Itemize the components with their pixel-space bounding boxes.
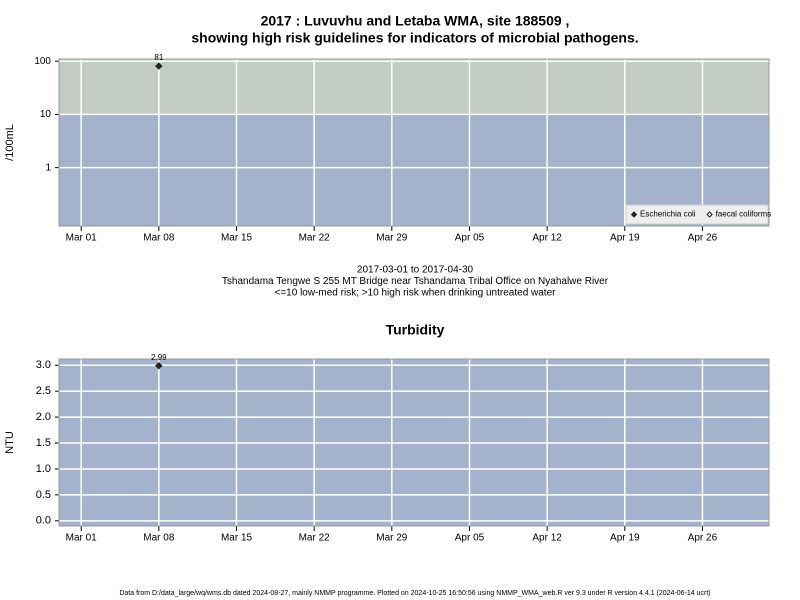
y-tick-label: 1.0 [36,463,51,475]
chart-title: showing high risk guidelines for indicat… [191,30,638,46]
y-tick-label: 1 [45,162,51,173]
y-tick-label: 2.5 [36,385,51,397]
x-tick-label: Mar 29 [376,533,408,544]
legend-marker [706,211,713,218]
value-label: 2.99 [151,353,167,362]
chart-title: Turbidity [386,322,445,338]
x-tick-label: Apr 26 [688,533,718,544]
x-tick-label: Apr 05 [455,233,485,244]
plot-frame [58,58,770,227]
high-risk-band [59,59,769,115]
y-axis-label: NTU [4,431,16,454]
chart-note: Tshandama Tengwe S 255 MT Bridge near Ts… [222,276,609,287]
x-tick-label: Mar 22 [299,533,331,544]
x-tick-label: Mar 01 [66,233,98,244]
x-tick-label: Mar 22 [299,233,331,244]
legend-box [625,204,769,225]
x-tick-label: Mar 15 [221,233,253,244]
y-tick-label: 10 [40,109,52,120]
x-tick-label: Apr 05 [455,533,485,544]
legend-marker [630,211,638,218]
chart-note: <=10 low-med risk; >10 high risk when dr… [275,288,557,299]
data-point [155,62,163,70]
x-tick-label: Apr 12 [532,233,562,244]
value-label: 81 [154,53,163,62]
data-point [155,362,163,370]
y-tick-label: 0.5 [36,489,51,501]
y-tick-label: 1.5 [36,437,51,449]
x-tick-label: Apr 19 [610,533,640,544]
y-tick-label: 2.0 [36,411,51,423]
x-tick-label: Apr 12 [532,533,562,544]
x-tick-label: Mar 01 [66,533,98,544]
x-tick-label: Apr 19 [610,233,640,244]
footer: Data from D:/data_large/wq/wms.db dated … [119,590,710,597]
y-axis-label: /100mL [4,124,16,161]
plot-frame [58,358,770,527]
x-tick-label: Mar 08 [143,233,175,244]
chart-note: 2017-03-01 to 2017-04-30 [357,265,474,276]
x-tick-label: Mar 08 [143,533,175,544]
legend-label: Escherichia coli [640,210,696,219]
x-tick-label: Mar 15 [221,533,253,544]
legend-label: faecal coliforms [716,210,772,219]
y-tick-label: 100 [34,56,51,67]
x-tick-label: Apr 26 [688,233,718,244]
chart-title: 2017 : Luvuvhu and Letaba WMA, site 1885… [261,13,570,29]
y-tick-label: 0.0 [36,515,51,527]
y-tick-label: 3.0 [36,359,51,371]
x-tick-label: Mar 29 [376,233,408,244]
